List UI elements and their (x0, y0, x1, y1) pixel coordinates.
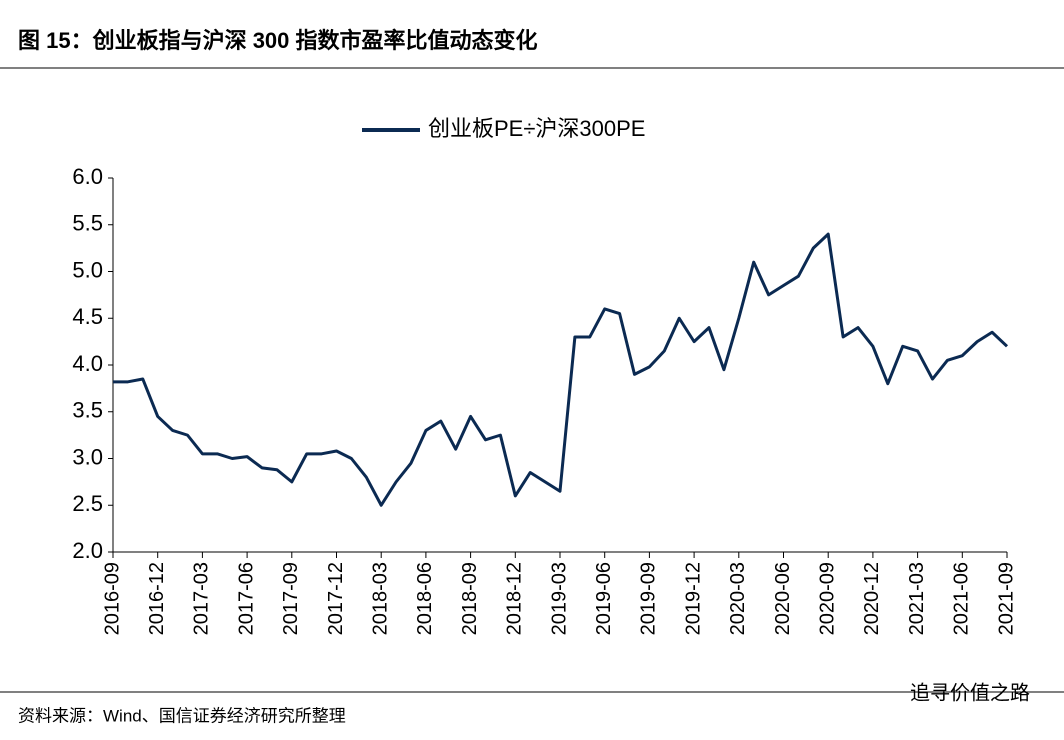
series-line (113, 232, 1009, 507)
y-tick-label: 2.0 (72, 538, 103, 563)
x-tick-label: 2020-09 (816, 562, 838, 635)
y-tick-label: 6.0 (72, 164, 103, 189)
x-tick-label: 2021-06 (951, 562, 973, 635)
x-tick-label: 2018-06 (414, 562, 436, 635)
y-tick-label: 3.0 (72, 444, 103, 469)
y-tick-label: 5.5 (72, 211, 103, 236)
y-tick-label: 5.0 (72, 257, 103, 282)
legend-label: 创业板PE÷沪深300PE (428, 116, 645, 141)
y-tick-label: 4.0 (72, 351, 103, 376)
x-tick-label: 2018-12 (504, 562, 526, 635)
x-tick-label: 2017-09 (280, 562, 302, 635)
x-tick-label: 2017-03 (191, 562, 213, 635)
x-tick-label: 2016-09 (101, 562, 123, 635)
y-tick-label: 2.5 (72, 491, 103, 516)
x-tick-label: 2018-03 (369, 562, 391, 635)
x-tick-label: 2019-12 (682, 562, 704, 635)
x-tick-label: 2020-03 (727, 562, 749, 635)
x-tick-label: 2021-03 (906, 562, 928, 635)
y-tick-label: 4.5 (72, 304, 103, 329)
x-tick-label: 2019-03 (548, 562, 570, 635)
x-tick-label: 2018-09 (459, 562, 481, 635)
x-tick-label: 2017-12 (325, 562, 347, 635)
x-tick-label: 2019-06 (593, 562, 615, 635)
x-tick-label: 2021-09 (995, 562, 1017, 635)
source-note: 资料来源：Wind、国信证券经济研究所整理 (18, 706, 346, 725)
x-tick-label: 2020-12 (861, 562, 883, 635)
watermark: 追寻价值之路 (910, 681, 1030, 704)
chart-title: 图 15：创业板指与沪深 300 指数市盈率比值动态变化 (18, 28, 538, 53)
y-tick-label: 3.5 (72, 398, 103, 423)
x-tick-label: 2016-12 (146, 562, 168, 635)
x-tick-label: 2019-09 (638, 562, 660, 635)
x-tick-label: 2017-06 (235, 562, 257, 635)
x-tick-label: 2020-06 (772, 562, 794, 635)
